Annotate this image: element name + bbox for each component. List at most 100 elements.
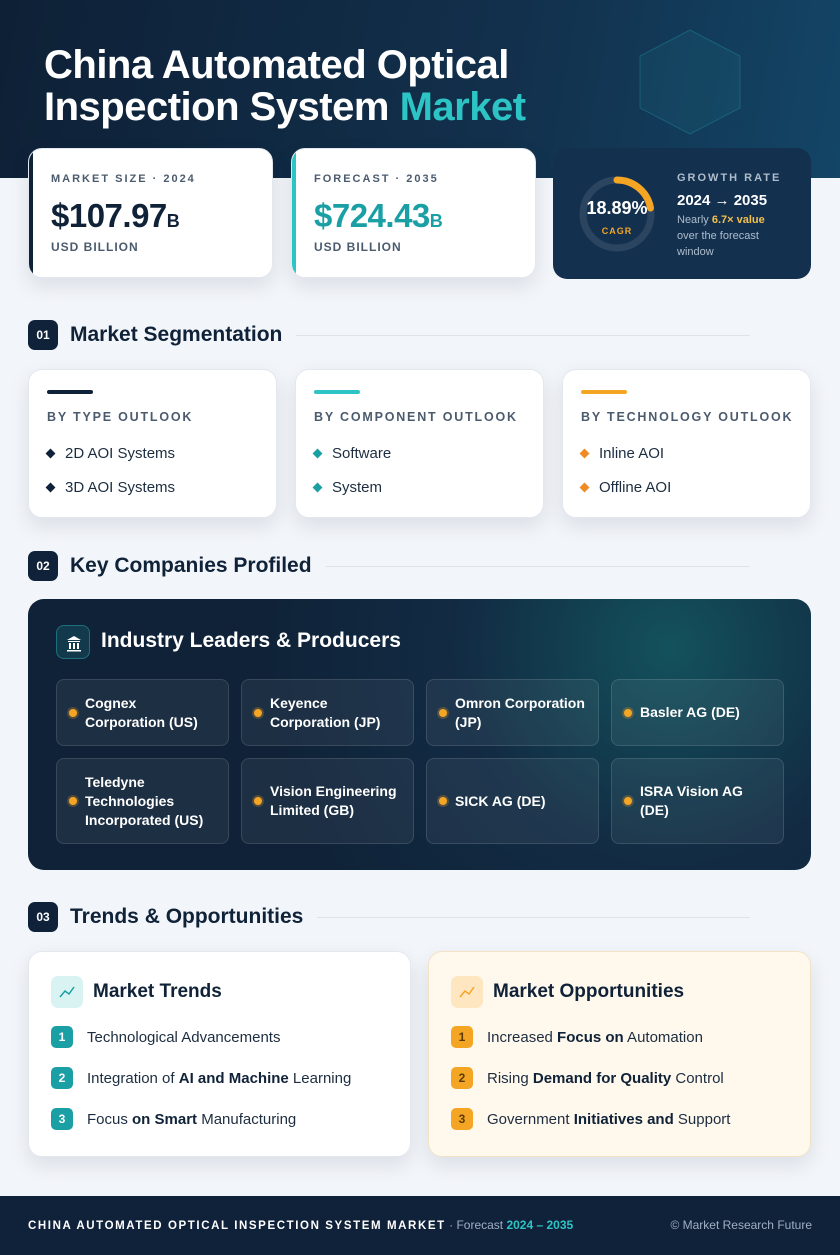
company: Teledyne Technologies Incorporated (US) — [56, 758, 229, 844]
segment-text: 3D AOI Systems — [65, 479, 176, 496]
segment-item: Offline AOI — [579, 479, 672, 496]
bank-icon — [67, 636, 81, 652]
item-number: 2 — [451, 1067, 473, 1089]
section-title: Key Companies Profiled — [70, 554, 312, 577]
company: Vision Engineering Limited (GB) — [241, 758, 414, 844]
stat-value: $107.97B — [51, 197, 180, 235]
stat-caption: USD BILLION — [51, 240, 139, 254]
stat-label: MARKET SIZE · 2024 — [51, 173, 196, 185]
stat-number: $724.43 — [314, 197, 430, 234]
company: Cognex Corporation (US) — [56, 679, 229, 746]
segment-text: System — [332, 479, 383, 496]
bullet — [579, 448, 590, 459]
item-part: Technological Advancements — [87, 1028, 281, 1046]
item-part: Focus — [87, 1110, 133, 1128]
footer-sep: · — [445, 1218, 457, 1232]
dot — [439, 708, 447, 717]
item-text: Increased Focus on Automation — [487, 1029, 703, 1046]
footer-left: CHINA AUTOMATED OPTICAL INSPECTION SYSTE… — [28, 1218, 573, 1232]
card-title: Market Trends — [93, 981, 222, 1002]
item-part: Rising — [487, 1069, 533, 1087]
footer-credit: © Market Research Future — [670, 1218, 812, 1232]
stat-unit: B — [429, 211, 443, 231]
bullet — [45, 448, 56, 459]
accent-bar — [292, 149, 296, 277]
title-line: China Automated Optical — [44, 43, 509, 87]
growth-note: Nearly 6.7× value over the forecast wind… — [677, 212, 787, 260]
opportunities-card: Market Opportunities 1 Increased Focus on … — [428, 951, 811, 1157]
dot — [254, 708, 262, 717]
divider — [296, 334, 750, 336]
list-item: 2 Rising Demand for Quality Control — [451, 1067, 724, 1089]
item-number: 1 — [51, 1026, 73, 1048]
footer-period: 2024 – 2035 — [506, 1218, 574, 1232]
item-number: 1 — [451, 1026, 473, 1048]
icon — [459, 986, 475, 998]
stat-value: $724.43B — [314, 197, 443, 235]
item-part: Learning — [288, 1069, 352, 1087]
cagr-value: 18.89% — [586, 198, 648, 218]
item-part: Manufacturing — [197, 1110, 297, 1128]
card-title: Market Opportunities — [493, 981, 685, 1002]
dot — [439, 797, 447, 805]
company: Basler AG (DE) — [611, 679, 784, 746]
accent-bar — [314, 390, 360, 394]
trends-card: Market Trends 1 Technological Advancements… — [28, 951, 411, 1157]
title-highlight: Market — [399, 85, 526, 129]
footer: CHINA AUTOMATED OPTICAL INSPECTION SYSTE… — [0, 1196, 840, 1255]
cagr-sub: CAGR — [601, 226, 633, 236]
list-item: 3 Government Initiatives and Support — [451, 1108, 730, 1130]
section-number: 02 — [28, 551, 58, 581]
dot — [254, 797, 262, 805]
section-title: Market Segmentation — [70, 323, 283, 346]
bullet — [312, 482, 323, 493]
item-part: Support — [673, 1110, 731, 1128]
divider — [317, 916, 750, 918]
growth-card: 18.89% CAGR GROWTH RATE 2024 → 2035 Nearly 6… — [553, 148, 811, 279]
icon — [59, 986, 75, 998]
stat-label: FORECAST · 2035 — [314, 173, 439, 185]
note-highlight: 6.7× value — [711, 214, 765, 226]
segment-text: Offline AOI — [599, 479, 672, 496]
segment-item: Software — [312, 445, 392, 462]
list-item: 2 Integration of AI and Machine Learning — [51, 1067, 351, 1089]
segment-title: BY TECHNOLOGY OUTLOOK — [581, 410, 794, 424]
item-number: 3 — [51, 1108, 73, 1130]
divider — [325, 565, 750, 567]
stat-caption: USD BILLION — [314, 240, 402, 254]
company-name: Cognex Corporation (US) — [85, 694, 198, 730]
footer-forecast: Forecast — [456, 1218, 507, 1232]
item-number: 2 — [51, 1067, 73, 1089]
cagr-ring — [579, 176, 655, 252]
dot — [624, 797, 632, 805]
segment-card: BY COMPONENT OUTLOOK Software System — [295, 369, 544, 518]
item-part: Government — [487, 1110, 574, 1128]
card-icon — [451, 976, 483, 1008]
card-icon — [51, 976, 83, 1008]
stat-card: FORECAST · 2035 $724.43B USD BILLION — [291, 148, 536, 278]
item-part: Integration of — [87, 1069, 179, 1087]
accent-bar — [581, 390, 627, 394]
item-part: Control — [671, 1069, 724, 1087]
item-text: Focus on Smart Manufacturing — [87, 1111, 296, 1128]
company: ISRA Vision AG (DE) — [611, 758, 784, 844]
segment-item: Inline AOI — [579, 445, 664, 462]
stat-card: MARKET SIZE · 2024 $107.97B USD BILLION — [28, 148, 273, 278]
section-number: 01 — [28, 320, 58, 350]
list-item: 3 Focus on Smart Manufacturing — [51, 1108, 296, 1130]
segment-title: BY COMPONENT OUTLOOK — [314, 410, 518, 424]
company: SICK AG (DE) — [426, 758, 599, 844]
item-text: Government Initiatives and Support — [487, 1111, 730, 1128]
company-name: SICK AG (DE) — [455, 792, 546, 809]
footer-title: CHINA AUTOMATED OPTICAL INSPECTION SYSTE… — [28, 1220, 446, 1232]
company-name: Teledyne Technologies Incorporated (US) — [85, 773, 204, 828]
segment-text: Software — [332, 445, 392, 462]
segment-card: BY TECHNOLOGY OUTLOOK Inline AOI Offline A… — [562, 369, 811, 518]
company: Keyence Corporation (JP) — [241, 679, 414, 746]
section-number: 03 — [28, 902, 58, 932]
bullet — [45, 482, 56, 493]
item-bold: on Smart — [132, 1110, 198, 1128]
accent-bar — [47, 390, 93, 394]
list-item: 1 Technological Advancements — [51, 1026, 280, 1048]
